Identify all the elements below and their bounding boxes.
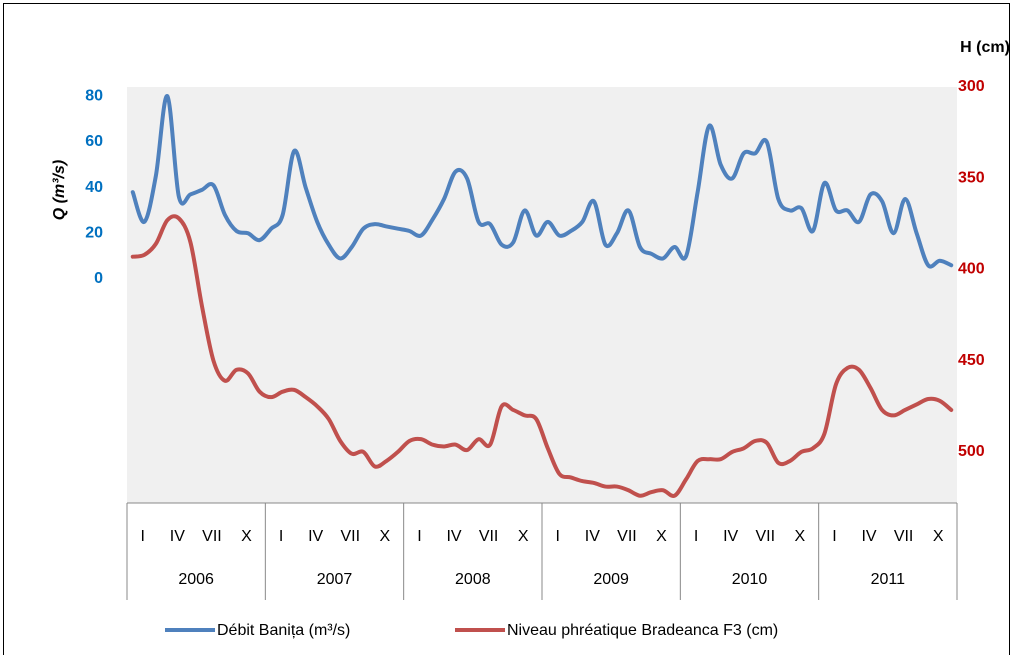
x-tick-label: IV [170,528,185,545]
x-tick-label: X [656,528,667,545]
x-tick-label: VII [479,528,499,545]
x-tick-label: X [380,528,391,545]
x-tick-label: I [417,528,421,545]
y2-tick-label: 450 [958,352,985,369]
y2-tick-label: 400 [958,261,985,278]
x-tick-label: I [556,528,560,545]
x-tick-label: X [241,528,252,545]
plot-area [127,87,957,503]
x-tick-label: VII [340,528,360,545]
year-label: 2009 [593,571,629,588]
x-tick-label: I [279,528,283,545]
y-tick-label: 40 [85,179,103,196]
x-tick-label: IV [585,528,600,545]
x-tick-label: VII [755,528,775,545]
year-label: 2011 [871,571,906,588]
y-tick-label: 0 [94,270,103,287]
y-tick-label: 20 [85,225,103,242]
y-tick-label: 80 [85,87,103,104]
series-line [130,94,954,269]
year-label: 2008 [455,571,491,588]
x-tick-label: X [795,528,806,545]
legend-label: Débit Banița (m³/s) [217,622,350,639]
year-label: 2010 [732,571,768,588]
x-tick-label: IV [723,528,738,545]
y2-tick-label: 500 [958,443,985,460]
x-tick-label: I [832,528,836,545]
x-tick-label: IV [446,528,461,545]
x-tick-label: IV [861,528,876,545]
x-tick-label: IV [308,528,323,545]
x-tick-label: X [518,528,529,545]
y2-tick-label: 300 [958,78,985,95]
legend-label: Niveau phréatique Bradeanca F3 (cm) [507,622,778,639]
series-line [130,214,954,498]
y2-axis-title: H (cm) [960,39,1010,56]
x-tick-label: VII [894,528,914,545]
y2-tick-label: 350 [958,169,985,186]
y-axis-title: Q (m³/s) [51,160,68,220]
x-tick-label: I [694,528,698,545]
x-tick-label: VII [617,528,637,545]
x-tick-label: VII [202,528,222,545]
x-tick-label: X [933,528,944,545]
year-label: 2006 [178,571,214,588]
year-label: 2007 [317,571,353,588]
x-tick-label: I [141,528,145,545]
y-tick-label: 60 [85,133,103,150]
